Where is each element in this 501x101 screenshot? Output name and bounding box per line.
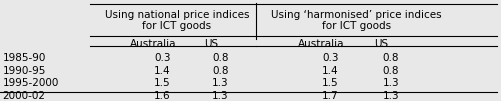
Text: 0.8: 0.8 [382, 53, 398, 63]
Text: 0.3: 0.3 [322, 53, 338, 63]
Text: US: US [203, 39, 217, 49]
Text: 1.5: 1.5 [154, 78, 170, 88]
Text: 1.4: 1.4 [154, 66, 170, 76]
Text: 0.8: 0.8 [211, 53, 228, 63]
Text: 1990-95: 1990-95 [3, 66, 46, 76]
Text: 1995-2000: 1995-2000 [3, 78, 59, 88]
Text: 1.4: 1.4 [322, 66, 338, 76]
Text: 1.6: 1.6 [154, 91, 170, 101]
Text: 2000-02: 2000-02 [3, 91, 46, 101]
Text: 1.3: 1.3 [211, 78, 228, 88]
Text: 1.5: 1.5 [322, 78, 338, 88]
Text: 0.8: 0.8 [211, 66, 228, 76]
Text: 1.3: 1.3 [382, 91, 398, 101]
Text: 1.7: 1.7 [322, 91, 338, 101]
Text: 0.3: 0.3 [154, 53, 170, 63]
Text: Using ‘harmonised’ price indices
for ICT goods: Using ‘harmonised’ price indices for ICT… [271, 9, 441, 31]
Text: 1.3: 1.3 [211, 91, 228, 101]
Text: Australia: Australia [130, 39, 176, 49]
Text: 1.3: 1.3 [382, 78, 398, 88]
Text: Australia: Australia [298, 39, 344, 49]
Text: 0.8: 0.8 [382, 66, 398, 76]
Text: US: US [374, 39, 388, 49]
Text: Using national price indices
for ICT goods: Using national price indices for ICT goo… [105, 9, 248, 31]
Text: 1985-90: 1985-90 [3, 53, 46, 63]
